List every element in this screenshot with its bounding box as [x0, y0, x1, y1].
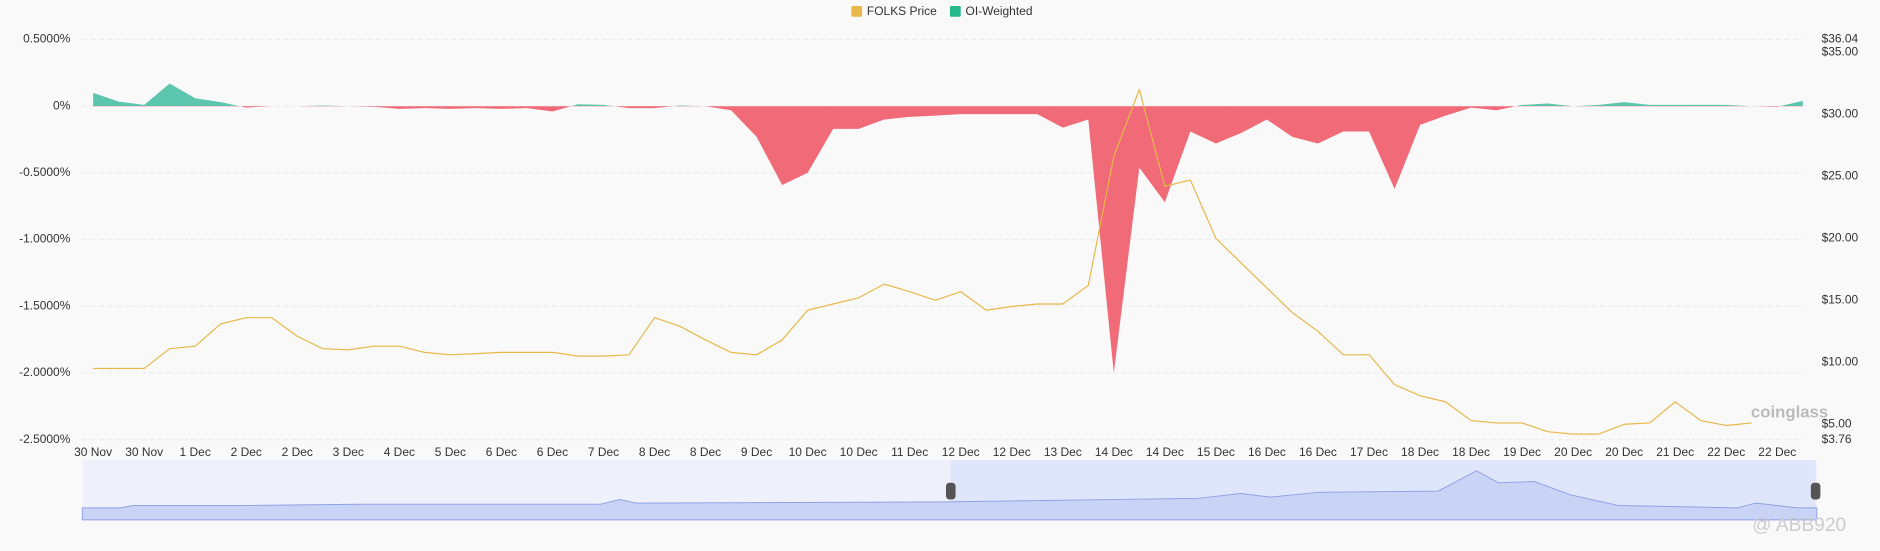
y-tick-label: 0.5000%: [23, 32, 71, 46]
x-tick-label: 8 Dec: [690, 445, 721, 459]
x-tick-label: 19 Dec: [1503, 445, 1541, 459]
navigator[interactable]: [81, 459, 1821, 521]
price-line: [93, 88, 1752, 435]
x-tick-label: 1 Dec: [180, 445, 211, 459]
x-tick-label: 7 Dec: [588, 445, 619, 459]
x-tick-label: 30 Nov: [125, 445, 163, 459]
legend-swatch: [851, 5, 863, 17]
x-tick-label: 12 Dec: [993, 445, 1031, 459]
x-tick-label: 14 Dec: [1095, 445, 1133, 459]
x-tick-label: 4 Dec: [384, 445, 415, 459]
x-tick-label: 2 Dec: [231, 445, 262, 459]
x-tick-label: 6 Dec: [537, 445, 568, 459]
legend-swatch: [949, 5, 961, 17]
y2-tick-label: $35.00: [1822, 45, 1859, 59]
navigator-area: [81, 470, 1818, 521]
x-tick-label: 22 Dec: [1707, 445, 1745, 459]
y2-tick-label: $5.00: [1822, 416, 1852, 430]
credit: @ ABB920: [1752, 515, 1846, 536]
legend-label: FOLKS Price: [867, 4, 937, 18]
y2-tick-label: $36.04: [1822, 32, 1859, 46]
x-tick-label: 10 Dec: [840, 445, 878, 459]
y-tick-label: -1.5000%: [19, 298, 71, 312]
y2-tick-label: $10.00: [1822, 354, 1859, 368]
y-tick-label: -2.0000%: [19, 365, 71, 379]
x-tick-label: 15 Dec: [1197, 445, 1235, 459]
y2-tick-label: $15.00: [1822, 292, 1859, 306]
x-tick-label: 18 Dec: [1452, 445, 1490, 459]
x-tick-label: 18 Dec: [1401, 445, 1439, 459]
x-tick-label: 11 Dec: [891, 445, 928, 459]
y2-tick-label: $30.00: [1822, 107, 1859, 121]
x-tick-label: 16 Dec: [1299, 445, 1337, 459]
x-tick-label: 21 Dec: [1656, 445, 1694, 459]
x-tick-label: 6 Dec: [486, 445, 517, 459]
y2-tick-label: $25.00: [1822, 169, 1859, 183]
x-tick-label: 17 Dec: [1350, 445, 1388, 459]
legend-label: OI-Weighted: [966, 4, 1033, 18]
y-tick-label: -1.0000%: [19, 232, 71, 246]
y-tick-label: 0%: [53, 98, 71, 112]
watermark: coinglass: [1751, 403, 1828, 422]
y-tick-label: -0.5000%: [19, 165, 71, 179]
x-tick-label: 16 Dec: [1248, 445, 1286, 459]
x-tick-label: 30 Nov: [74, 445, 112, 459]
x-tick-label: 2 Dec: [282, 445, 313, 459]
x-tick-label: 20 Dec: [1605, 445, 1643, 459]
funding-area: [93, 83, 1803, 373]
navigator-handle[interactable]: [945, 482, 956, 500]
y-tick-label: -2.5000%: [19, 432, 71, 446]
y2-tick-label: $3.76: [1822, 432, 1852, 446]
x-tick-label: 9 Dec: [741, 445, 772, 459]
x-tick-label: 5 Dec: [435, 445, 466, 459]
x-tick-label: 12 Dec: [942, 445, 980, 459]
x-tick-label: 20 Dec: [1554, 445, 1592, 459]
navigator-handle[interactable]: [1810, 482, 1821, 500]
x-tick-label: 13 Dec: [1044, 445, 1082, 459]
x-tick-label: 8 Dec: [639, 445, 670, 459]
x-tick-label: 22 Dec: [1758, 445, 1796, 459]
x-tick-label: 3 Dec: [333, 445, 364, 459]
x-tick-label: 14 Dec: [1146, 445, 1184, 459]
y2-tick-label: $20.00: [1822, 230, 1859, 244]
x-tick-label: 10 Dec: [789, 445, 827, 459]
